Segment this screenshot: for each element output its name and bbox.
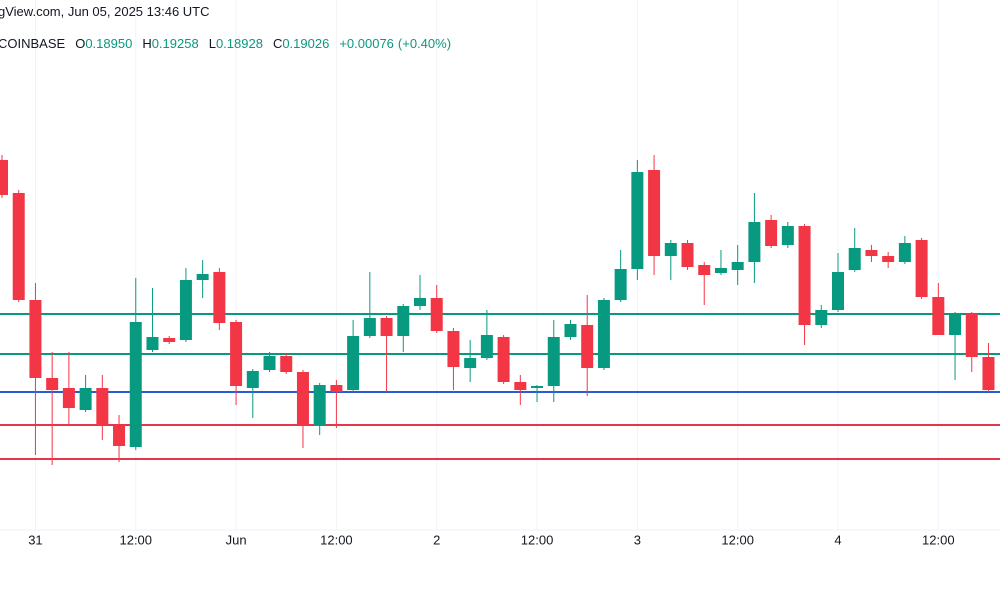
- candle-body: [280, 356, 293, 372]
- field-label: C: [272, 36, 283, 51]
- field-value: 0.19258: [151, 36, 199, 51]
- candle-body: [497, 337, 510, 382]
- exchange: COINBASE: [0, 36, 66, 51]
- candle-body: [965, 314, 978, 357]
- candle-body: [129, 322, 142, 447]
- candle-body: [815, 310, 828, 325]
- candle-body: [581, 325, 594, 368]
- field-value: 0.18928: [215, 36, 263, 51]
- x-tick-label: 12:00: [320, 532, 353, 547]
- candle-body: [614, 269, 627, 300]
- candle-body: [263, 356, 276, 370]
- candle-body: [246, 371, 259, 388]
- candle-body: [12, 193, 25, 300]
- field-label: L: [208, 36, 216, 51]
- ohlc-field: O0.18950: [75, 36, 132, 51]
- candle-body: [62, 388, 75, 408]
- candle-body: [213, 272, 226, 323]
- candle-body: [414, 298, 426, 306]
- x-tick-label: Jun: [226, 532, 247, 547]
- change-pct: (+0.40%): [397, 36, 452, 51]
- source-line: gView.com, Jun 05, 2025 13:46 UTC: [0, 4, 210, 19]
- candle-body: [29, 300, 42, 378]
- candle-body: [949, 314, 962, 335]
- candle-body: [714, 268, 727, 273]
- candle-body: [664, 243, 677, 256]
- candle-body: [531, 386, 544, 388]
- candle-body: [163, 338, 176, 342]
- candle-body: [179, 280, 192, 340]
- candle-body: [882, 256, 895, 262]
- candle-body: [547, 337, 560, 386]
- candle-body: [196, 274, 209, 280]
- candle-body: [313, 385, 326, 425]
- candle-body: [915, 240, 928, 297]
- field-label: O: [75, 36, 86, 51]
- candle-body: [781, 226, 794, 245]
- x-tick-label: 3: [634, 532, 641, 547]
- change: +0.00076: [339, 36, 394, 51]
- field-value: 0.18950: [85, 36, 133, 51]
- candle-body: [447, 331, 460, 367]
- ohlc-legend: COINBASE O0.18950 H0.19258 L0.18928 C0.1…: [0, 36, 451, 51]
- ohlc-field: H0.19258: [142, 36, 198, 51]
- candle-body: [146, 337, 159, 350]
- x-tick-label: 12:00: [521, 532, 554, 547]
- x-tick-label: 12:00: [922, 532, 955, 547]
- candle-body: [631, 172, 644, 269]
- candle-body: [648, 170, 661, 256]
- x-tick-label: 12:00: [119, 532, 152, 547]
- candle-body: [832, 272, 844, 310]
- candle-body: [932, 297, 945, 335]
- candle-body: [698, 265, 711, 275]
- candle-body: [681, 243, 694, 267]
- candle-body: [96, 388, 109, 425]
- candle-body: [0, 160, 8, 195]
- candle-body: [347, 336, 360, 390]
- candle-body: [731, 262, 744, 270]
- candle-body: [480, 335, 493, 358]
- candle-body: [296, 372, 309, 425]
- candle-body: [113, 425, 126, 446]
- candle-body: [430, 298, 443, 331]
- candle-body: [982, 357, 995, 390]
- field-value: 0.19026: [282, 36, 330, 51]
- candle-body: [597, 300, 610, 368]
- candle-body: [748, 222, 761, 262]
- x-tick-label: 2: [433, 532, 440, 547]
- candle-body: [380, 318, 393, 336]
- candle-body: [397, 306, 410, 336]
- candle-body: [865, 250, 878, 256]
- candle-body: [564, 324, 577, 337]
- candle-body: [363, 318, 376, 336]
- candle-body: [898, 243, 911, 262]
- candle-body: [798, 226, 811, 325]
- candle-body: [79, 388, 92, 410]
- x-tick-label: 4: [834, 532, 841, 547]
- candle-body: [514, 382, 527, 390]
- field-label: H: [142, 36, 152, 51]
- candle-body: [230, 322, 243, 386]
- x-tick-label: 31: [28, 532, 42, 547]
- candle-body: [848, 248, 861, 270]
- candle-body: [464, 358, 477, 368]
- candle-body: [765, 220, 778, 246]
- x-tick-label: 12:00: [721, 532, 754, 547]
- candle-body: [330, 385, 343, 392]
- ohlc-field: L0.18928: [209, 36, 263, 51]
- candle-body: [46, 378, 59, 390]
- ohlc-field: C0.19026: [273, 36, 329, 51]
